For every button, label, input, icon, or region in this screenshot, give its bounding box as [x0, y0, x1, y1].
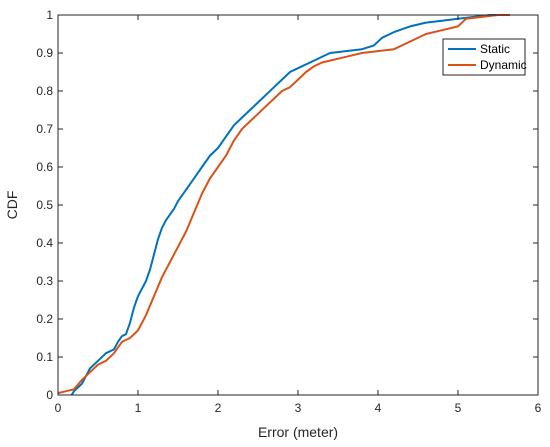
- x-tick-label: 3: [295, 401, 302, 415]
- x-tick-label: 0: [55, 401, 62, 415]
- y-axis-title: CDF: [4, 191, 20, 220]
- series-layer: [57, 14, 510, 396]
- x-tick-label: 2: [215, 401, 222, 415]
- x-axis-title: Error (meter): [258, 424, 338, 440]
- series-line-dynamic: [57, 14, 510, 395]
- x-tick-label: 5: [455, 401, 462, 415]
- y-tick-label: 0.6: [36, 160, 53, 174]
- y-tick-label: 0: [46, 388, 53, 402]
- legend: Static Dynamic: [442, 38, 527, 76]
- y-tick-label: 0.9: [36, 46, 53, 60]
- x-tick-label: 6: [535, 401, 542, 415]
- x-tick-label: 1: [135, 401, 142, 415]
- y-tick-label: 0.1: [36, 350, 53, 364]
- x-tick-label: 4: [375, 401, 382, 415]
- y-tick-label: 0.7: [36, 122, 53, 136]
- legend-label-static: Static: [480, 42, 510, 56]
- y-tick-label: 0.5: [36, 198, 53, 212]
- y-tick-label: 0.8: [36, 84, 53, 98]
- series-line-static: [70, 14, 510, 396]
- y-tick-label: 1: [46, 8, 53, 22]
- legend-box: [442, 38, 526, 76]
- legend-label-dynamic: Dynamic: [480, 58, 527, 72]
- y-tick-label: 0.2: [36, 312, 53, 326]
- ticks-layer: 0 1 2 3 4 5 6 0 0.1 0.2 0.3 0.4 0.5 0.6 0.7 0.8 0.9 1: [36, 8, 541, 415]
- y-tick-label: 0.4: [36, 236, 53, 250]
- y-tick-label: 0.3: [36, 274, 53, 288]
